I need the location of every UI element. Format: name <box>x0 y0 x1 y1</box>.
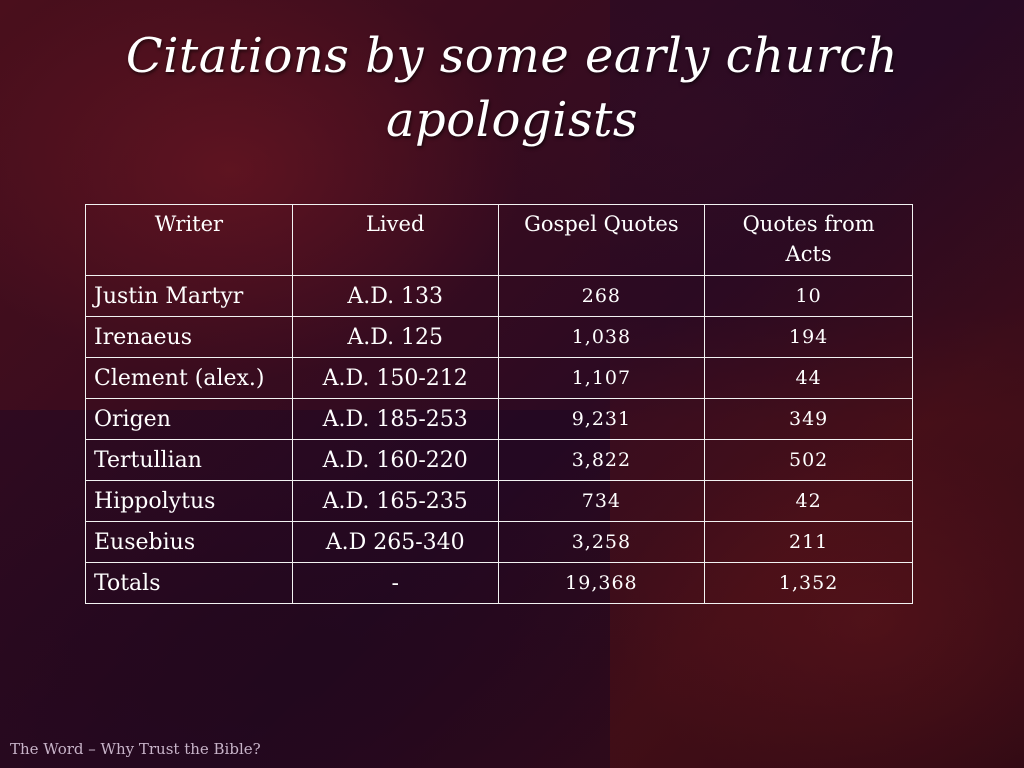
cell-acts-quotes: 194 <box>704 316 913 358</box>
cell-writer: Hippolytus <box>85 480 293 522</box>
slide-footer: The Word – Why Trust the Bible? <box>10 740 261 758</box>
cell-acts-quotes: 211 <box>704 521 913 563</box>
cell-gospel-quotes: 268 <box>497 275 706 317</box>
table-row: Tertullian A.D. 160-220 3,822 502 <box>85 439 913 481</box>
table-row: Justin Martyr A.D. 133 268 10 <box>85 275 913 317</box>
cell-acts-quotes: 10 <box>704 275 913 317</box>
cell-gospel-quotes: 19,368 <box>497 562 706 604</box>
cell-acts-quotes: 1,352 <box>704 562 913 604</box>
cell-lived: - <box>291 562 499 604</box>
slide-title: Citations by some early church apologist… <box>125 28 899 148</box>
cell-lived: A.D. 160-220 <box>291 439 499 481</box>
cell-gospel-quotes: 734 <box>497 480 706 522</box>
header-writer: Writer <box>85 204 293 276</box>
cell-writer: Justin Martyr <box>85 275 293 317</box>
table-row: Irenaeus A.D. 125 1,038 194 <box>85 316 913 358</box>
cell-lived: A.D. 133 <box>291 275 499 317</box>
cell-writer: Eusebius <box>85 521 293 563</box>
cell-gospel-quotes: 1,038 <box>497 316 706 358</box>
cell-gospel-quotes: 1,107 <box>497 357 706 399</box>
citations-table: Writer Lived Gospel Quotes Quotes from A… <box>85 204 913 604</box>
header-lived: Lived <box>291 204 499 276</box>
header-acts-line2: Acts <box>785 242 832 266</box>
table-header-row: Writer Lived Gospel Quotes Quotes from A… <box>85 204 913 276</box>
header-quotes-from-acts: Quotes from Acts <box>704 204 913 276</box>
table-row: Hippolytus A.D. 165-235 734 42 <box>85 480 913 522</box>
table-row-totals: Totals - 19,368 1,352 <box>85 562 913 604</box>
table-row: Eusebius A.D 265-340 3,258 211 <box>85 521 913 563</box>
header-acts-line1: Quotes from <box>742 212 875 236</box>
cell-lived: A.D 265-340 <box>291 521 499 563</box>
cell-acts-quotes: 44 <box>704 357 913 399</box>
cell-gospel-quotes: 3,822 <box>497 439 706 481</box>
cell-acts-quotes: 349 <box>704 398 913 440</box>
cell-gospel-quotes: 9,231 <box>497 398 706 440</box>
table-row: Clement (alex.) A.D. 150-212 1,107 44 <box>85 357 913 399</box>
cell-writer: Clement (alex.) <box>85 357 293 399</box>
cell-acts-quotes: 502 <box>704 439 913 481</box>
cell-lived: A.D. 185-253 <box>291 398 499 440</box>
table-row: Origen A.D. 185-253 9,231 349 <box>85 398 913 440</box>
cell-writer: Totals <box>85 562 293 604</box>
cell-writer: Origen <box>85 398 293 440</box>
cell-lived: A.D. 125 <box>291 316 499 358</box>
cell-writer: Irenaeus <box>85 316 293 358</box>
cell-lived: A.D. 165-235 <box>291 480 499 522</box>
header-gospel-quotes: Gospel Quotes <box>497 204 706 276</box>
cell-writer: Tertullian <box>85 439 293 481</box>
cell-lived: A.D. 150-212 <box>291 357 499 399</box>
cell-acts-quotes: 42 <box>704 480 913 522</box>
cell-gospel-quotes: 3,258 <box>497 521 706 563</box>
